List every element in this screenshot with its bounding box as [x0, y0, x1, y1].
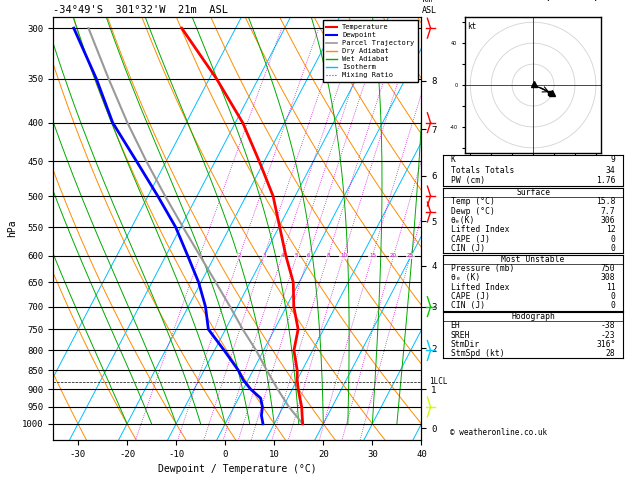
Legend: Temperature, Dewpoint, Parcel Trajectory, Dry Adiabat, Wet Adiabat, Isotherm, Mi: Temperature, Dewpoint, Parcel Trajectory…: [323, 20, 418, 82]
Text: StmDir: StmDir: [450, 340, 480, 349]
Text: K: K: [450, 156, 455, 164]
Text: -23: -23: [601, 330, 616, 340]
Text: Totals Totals: Totals Totals: [450, 166, 514, 175]
Text: 02.05.2024  00GMT  (Base: 12): 02.05.2024 00GMT (Base: 12): [443, 0, 599, 2]
Text: 1LCL: 1LCL: [429, 377, 447, 386]
Text: 0: 0: [611, 244, 616, 253]
Text: Most Unstable: Most Unstable: [501, 255, 565, 264]
Text: Surface: Surface: [516, 188, 550, 197]
Text: 1.76: 1.76: [596, 176, 616, 185]
Text: 0: 0: [611, 292, 616, 301]
Text: -38: -38: [601, 321, 616, 330]
Text: θₑ(K): θₑ(K): [450, 216, 475, 225]
Text: 1: 1: [198, 253, 201, 259]
Text: 4: 4: [281, 253, 284, 259]
Text: Lifted Index: Lifted Index: [450, 283, 509, 292]
Y-axis label: hPa: hPa: [7, 220, 17, 237]
Text: 316°: 316°: [596, 340, 616, 349]
Text: Dewp (°C): Dewp (°C): [450, 207, 494, 215]
Text: 28: 28: [606, 349, 616, 358]
Text: 8: 8: [326, 253, 330, 259]
Text: 10: 10: [340, 253, 347, 259]
Text: kt: kt: [467, 22, 476, 31]
Text: 5: 5: [295, 253, 298, 259]
Text: © weatheronline.co.uk: © weatheronline.co.uk: [450, 428, 547, 437]
Text: Pressure (mb): Pressure (mb): [450, 264, 514, 273]
Text: 7.7: 7.7: [601, 207, 616, 215]
Text: 25: 25: [407, 253, 414, 259]
Text: StmSpd (kt): StmSpd (kt): [450, 349, 504, 358]
Text: CIN (J): CIN (J): [450, 301, 485, 311]
Text: 9: 9: [611, 156, 616, 164]
Text: Temp (°C): Temp (°C): [450, 197, 494, 206]
Text: CAPE (J): CAPE (J): [450, 235, 489, 243]
Text: 15: 15: [369, 253, 376, 259]
Text: 34: 34: [606, 166, 616, 175]
Text: 15.8: 15.8: [596, 197, 616, 206]
Y-axis label: km
ASL: km ASL: [448, 228, 464, 248]
Text: θₑ (K): θₑ (K): [450, 274, 480, 282]
Text: Lifted Index: Lifted Index: [450, 226, 509, 234]
Text: 2: 2: [238, 253, 242, 259]
Text: Hodograph: Hodograph: [511, 312, 555, 321]
Text: 6: 6: [307, 253, 310, 259]
Text: km
ASL: km ASL: [422, 0, 437, 15]
Text: -34°49'S  301°32'W  21m  ASL: -34°49'S 301°32'W 21m ASL: [53, 5, 228, 15]
Text: 12: 12: [606, 226, 616, 234]
Text: 306: 306: [601, 216, 616, 225]
Text: CAPE (J): CAPE (J): [450, 292, 489, 301]
Text: 0: 0: [611, 301, 616, 311]
Text: 3: 3: [262, 253, 266, 259]
Text: PW (cm): PW (cm): [450, 176, 485, 185]
Text: SREH: SREH: [450, 330, 470, 340]
Text: CIN (J): CIN (J): [450, 244, 485, 253]
Text: 11: 11: [606, 283, 616, 292]
Text: EH: EH: [450, 321, 460, 330]
Text: 308: 308: [601, 274, 616, 282]
Text: 20: 20: [390, 253, 397, 259]
Text: 750: 750: [601, 264, 616, 273]
Text: 0: 0: [611, 235, 616, 243]
X-axis label: Dewpoint / Temperature (°C): Dewpoint / Temperature (°C): [158, 464, 317, 474]
